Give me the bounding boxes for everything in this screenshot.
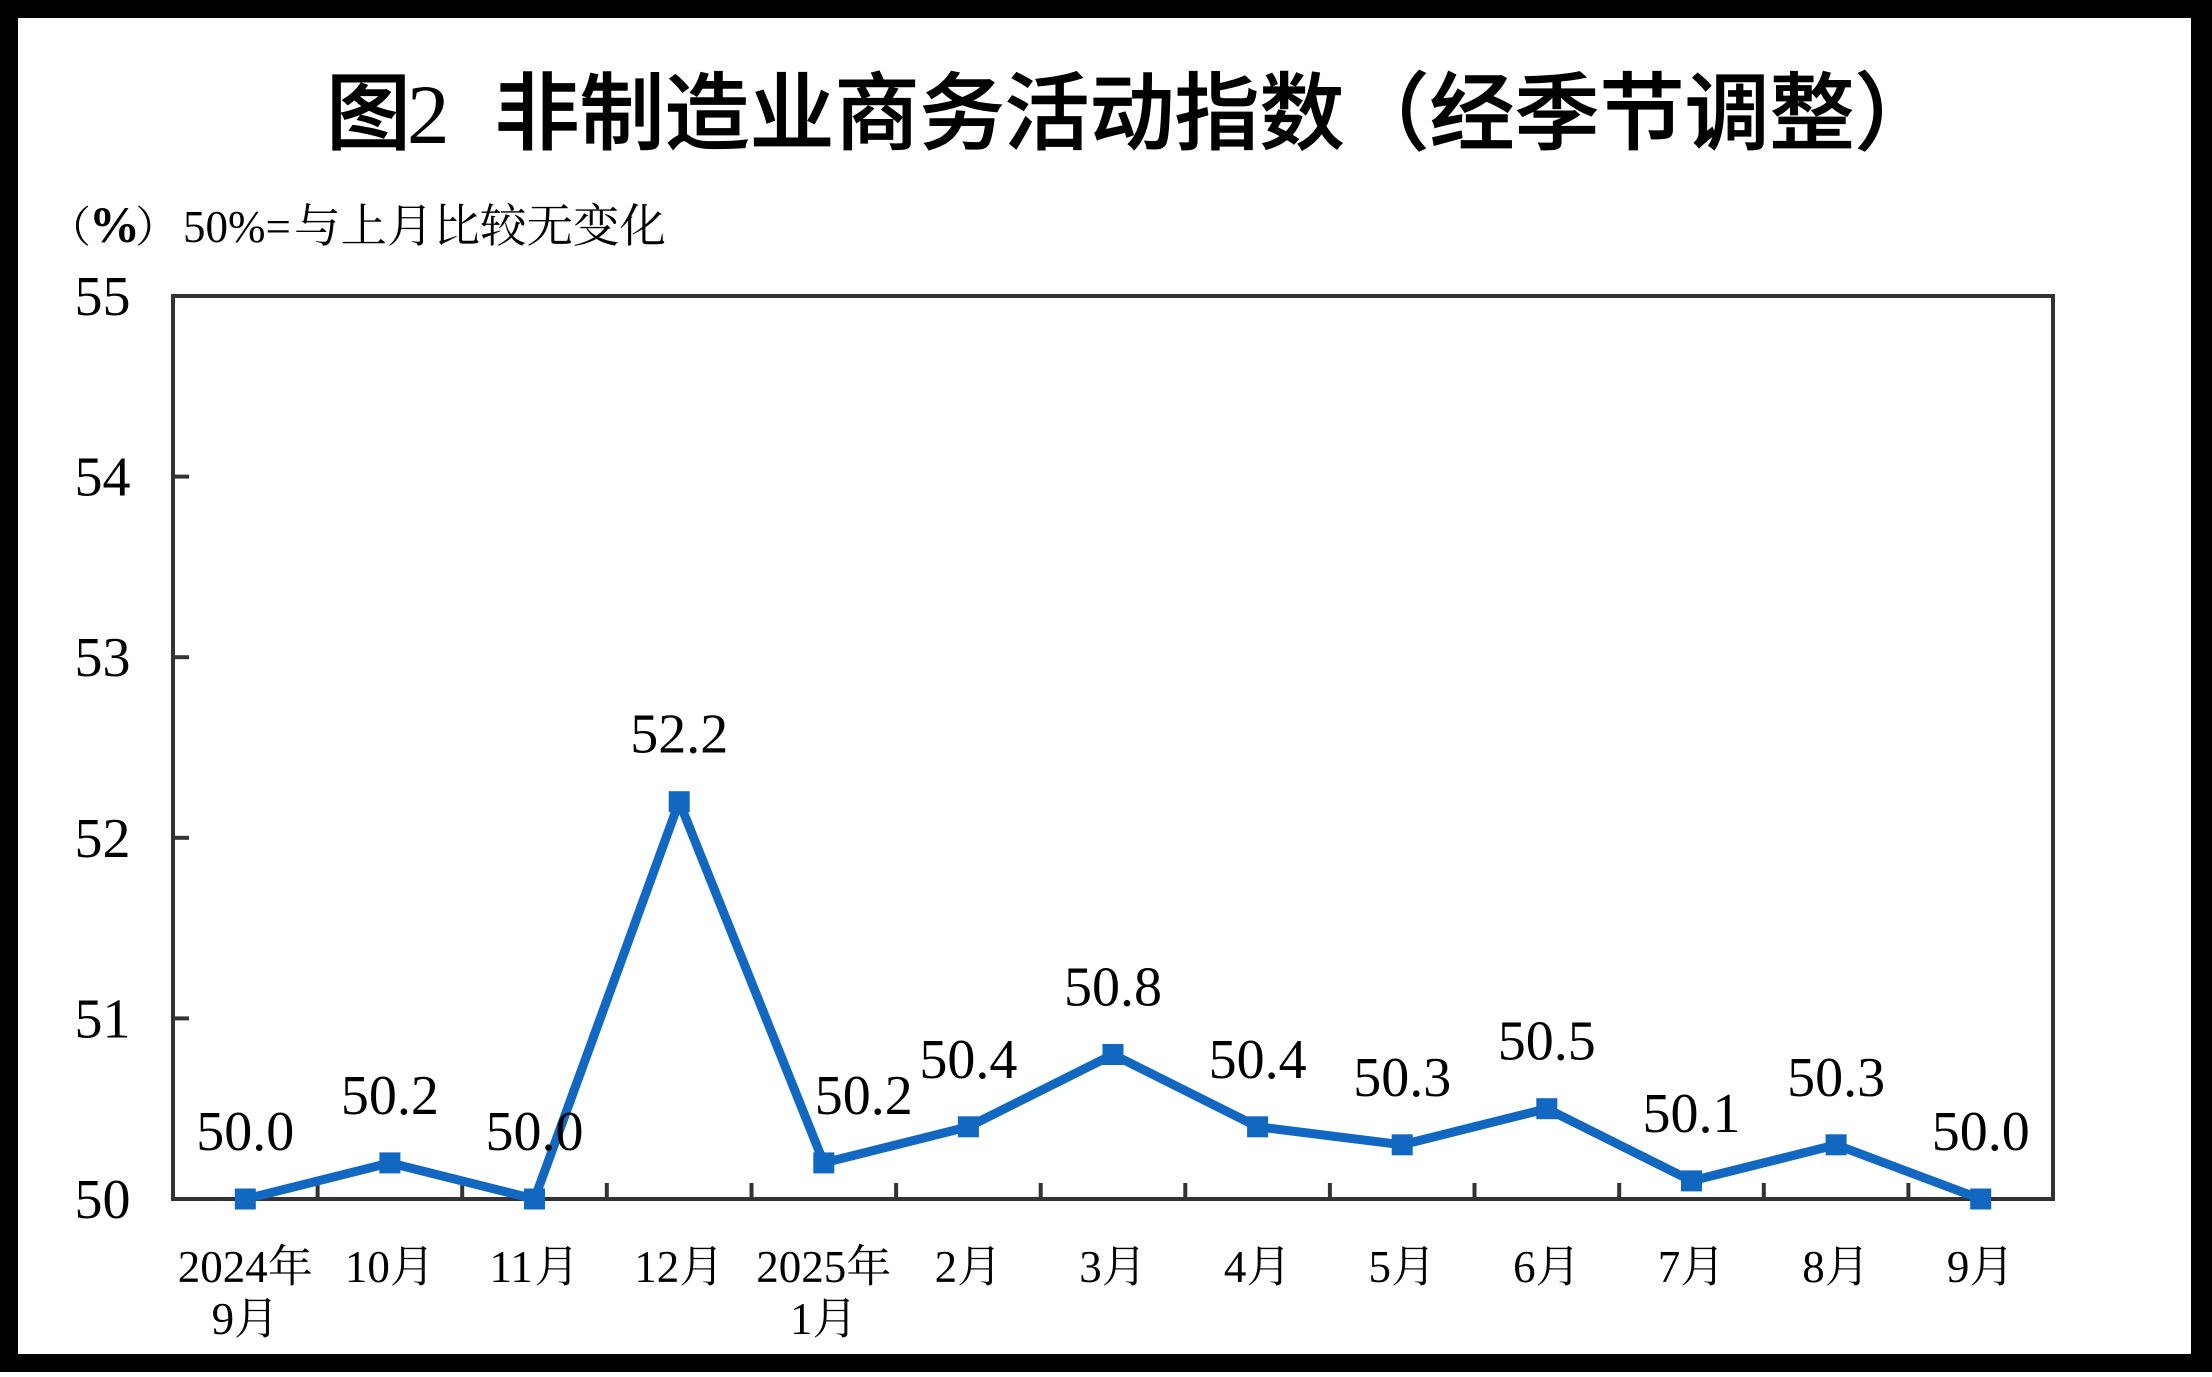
svg-text:50.1: 50.1 [1643,1083,1741,1145]
svg-text:50.4: 50.4 [1209,1029,1307,1091]
svg-text:50.2: 50.2 [815,1065,913,1127]
svg-text:5: 5 [1369,1242,1392,1292]
svg-text:53: 53 [75,627,131,689]
svg-text:8: 8 [1802,1242,1825,1292]
svg-text:4: 4 [1224,1242,1247,1292]
svg-text:50.2: 50.2 [341,1065,439,1127]
svg-text:50%=: 50%= [183,202,291,252]
svg-text:50.3: 50.3 [1353,1047,1451,1109]
svg-text:52.2: 52.2 [630,704,728,766]
svg-text:50.8: 50.8 [1064,957,1162,1019]
svg-text:1: 1 [790,1294,813,1344]
svg-text:2025: 2025 [756,1242,846,1292]
svg-text:50.4: 50.4 [919,1029,1017,1091]
svg-text:50.0: 50.0 [486,1101,584,1163]
svg-text:2024: 2024 [178,1242,268,1292]
svg-text:51: 51 [75,988,131,1050]
svg-text:%: % [89,198,140,254]
svg-text:7: 7 [1658,1242,1681,1292]
svg-text:9: 9 [1947,1242,1970,1292]
svg-text:50.0: 50.0 [1932,1101,2030,1163]
svg-text:50.3: 50.3 [1787,1047,1885,1109]
svg-text:2: 2 [935,1242,958,1292]
svg-text:50: 50 [75,1169,131,1231]
svg-text:2: 2 [407,68,450,162]
svg-text:50.0: 50.0 [196,1101,294,1163]
svg-text:12: 12 [634,1242,679,1292]
svg-text:50.5: 50.5 [1498,1011,1596,1073]
svg-text:9: 9 [212,1294,235,1344]
svg-text:52: 52 [75,808,131,870]
svg-text:10: 10 [345,1242,390,1292]
svg-text:54: 54 [75,447,131,509]
svg-text:11: 11 [490,1242,533,1292]
svg-text:3: 3 [1079,1242,1102,1292]
svg-text:6: 6 [1513,1242,1536,1292]
svg-text:55: 55 [75,266,131,328]
